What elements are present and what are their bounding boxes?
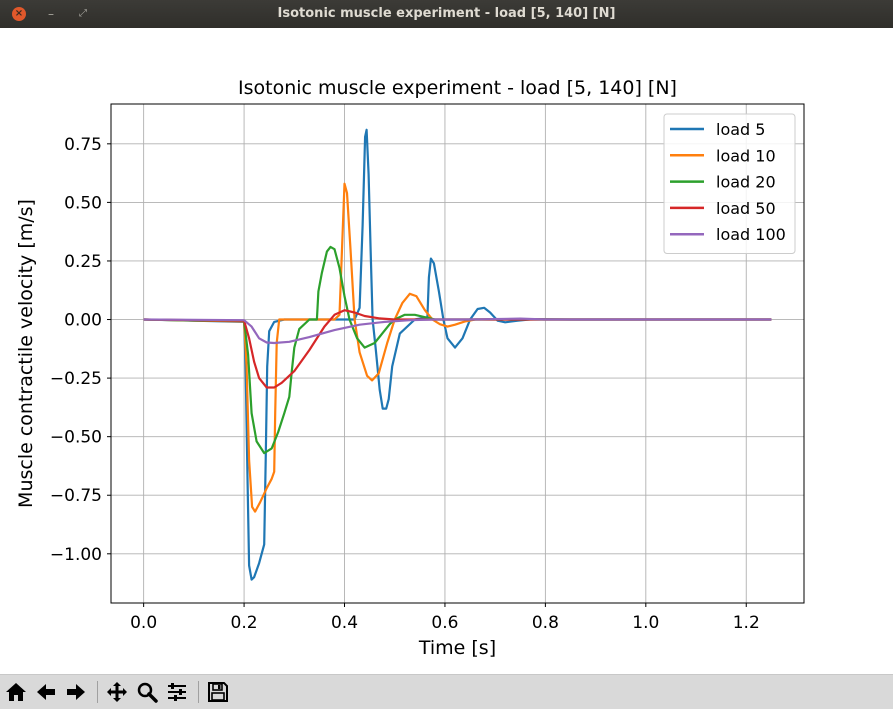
zoom-icon xyxy=(137,682,158,703)
series-line-load-100 xyxy=(143,317,772,345)
x-tick-label: 0.2 xyxy=(231,613,258,633)
navigation-toolbar xyxy=(0,674,893,709)
legend: load 5 load 10 load 20 load 50 load 100 xyxy=(663,113,796,254)
configure-subplots-button[interactable] xyxy=(165,680,189,704)
x-tick-label: 1.0 xyxy=(632,613,659,633)
legend-label: load 5 xyxy=(716,120,765,139)
legend-box xyxy=(663,113,796,254)
window-titlebar: × – ⤢ Isotonic muscle experiment - load … xyxy=(0,0,893,28)
y-axis-label: Muscle contractile velocity [m/s] xyxy=(15,199,37,508)
chart-title: Isotonic muscle experiment - load [5, 14… xyxy=(238,77,677,99)
x-tick-label: 0.4 xyxy=(331,613,358,633)
toolbar-separator xyxy=(198,681,199,703)
series-line-load-5 xyxy=(143,128,772,581)
close-window-button[interactable]: × xyxy=(12,7,26,21)
legend-label: load 10 xyxy=(716,146,776,165)
series-line-load-50 xyxy=(143,309,772,389)
line-chart: 0.0 0.2 0.4 0.6 0.8 1.0 1.2 −1.00 −0.75 −0.50 −0.2… xyxy=(15,77,805,659)
x-axis-label: Time [s] xyxy=(418,637,496,659)
pan-button[interactable] xyxy=(105,680,129,704)
legend-label: load 100 xyxy=(716,225,786,244)
save-button[interactable] xyxy=(206,680,230,704)
legend-label: load 50 xyxy=(716,199,776,218)
y-tick-label: −0.75 xyxy=(50,486,102,506)
home-icon xyxy=(6,683,26,701)
y-tick-label: 0.75 xyxy=(64,135,102,155)
axes-frame xyxy=(110,103,805,604)
pan-icon xyxy=(107,682,127,702)
save-icon xyxy=(208,682,228,702)
home-button[interactable] xyxy=(4,680,28,704)
y-tick-label: −1.00 xyxy=(50,545,102,565)
x-tick-label: 0.6 xyxy=(431,613,458,633)
configure-subplots-icon xyxy=(168,683,186,701)
y-tick-label: 0.25 xyxy=(64,252,102,272)
window-title: Isotonic muscle experiment - load [5, 14… xyxy=(277,6,616,21)
back-arrow-icon xyxy=(37,684,55,700)
maximize-window-button[interactable]: ⤢ xyxy=(79,8,87,19)
minimize-window-button[interactable]: – xyxy=(48,7,54,21)
axis-ticks: 0.0 0.2 0.4 0.6 0.8 1.0 1.2 −1.00 −0.75 −0.50 −0.2… xyxy=(50,135,760,633)
legend-label: load 20 xyxy=(716,173,776,192)
forward-button[interactable] xyxy=(64,680,88,704)
forward-arrow-icon xyxy=(67,684,85,700)
series-line-load-10 xyxy=(143,182,772,513)
x-tick-label: 0.8 xyxy=(532,613,559,633)
figure-canvas: 0.0 0.2 0.4 0.6 0.8 1.0 1.2 −1.00 −0.75 −0.50 −0.2… xyxy=(0,28,893,674)
series-lines xyxy=(143,128,772,581)
y-tick-label: 0.50 xyxy=(64,193,102,213)
series-line-load-20 xyxy=(143,245,772,455)
y-tick-label: 0.00 xyxy=(64,311,102,331)
y-tick-label: −0.50 xyxy=(50,428,102,448)
y-tick-label: −0.25 xyxy=(50,369,102,389)
zoom-button[interactable] xyxy=(135,680,159,704)
toolbar-separator xyxy=(97,681,98,703)
x-tick-label: 0.0 xyxy=(130,613,157,633)
back-button[interactable] xyxy=(34,680,58,704)
x-tick-label: 1.2 xyxy=(733,613,760,633)
